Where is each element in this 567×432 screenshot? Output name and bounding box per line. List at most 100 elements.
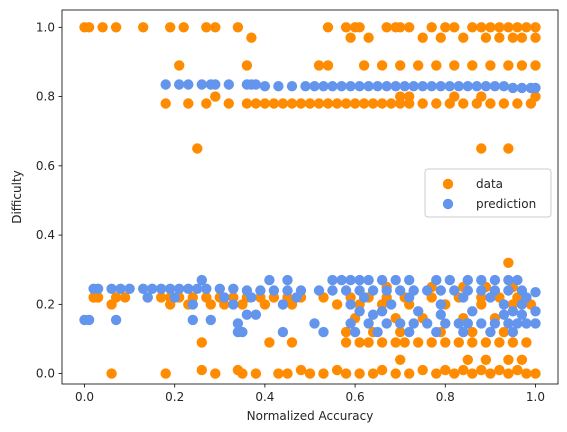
point-data-30 (345, 32, 356, 43)
point-prediction-44 (363, 274, 374, 286)
point-prediction-137 (422, 318, 433, 329)
point-data-27 (521, 22, 532, 33)
point-data-17 (404, 22, 415, 33)
point-data-159 (340, 337, 352, 348)
point-prediction-24 (399, 81, 410, 92)
point-prediction-61 (115, 283, 126, 294)
point-data-96 (503, 257, 514, 268)
legend-marker-data (442, 178, 454, 190)
point-data-189 (304, 368, 316, 379)
point-prediction-1 (174, 79, 185, 90)
point-data-68 (268, 98, 280, 109)
point-prediction-109 (386, 299, 397, 310)
y-tick-label-2: 0.4 (36, 228, 55, 242)
point-prediction-60 (106, 283, 117, 294)
point-data-45 (376, 60, 388, 71)
point-prediction-127 (110, 314, 122, 326)
point-data-160 (354, 337, 365, 348)
point-data-198 (417, 364, 428, 376)
point-prediction-36 (507, 82, 519, 94)
point-data-93 (192, 143, 203, 154)
point-prediction-145 (521, 318, 532, 329)
point-data-203 (467, 368, 478, 379)
x-tick-label-0: 0.0 (75, 390, 94, 404)
point-prediction-92 (503, 285, 514, 296)
point-data-187 (282, 368, 293, 379)
point-data-162 (376, 337, 388, 348)
point-prediction-95 (142, 292, 153, 303)
point-prediction-0 (160, 79, 171, 90)
point-prediction-69 (192, 283, 203, 294)
point-data-38 (516, 32, 528, 43)
point-prediction-62 (124, 283, 135, 294)
point-data-16 (395, 22, 406, 33)
point-prediction-5 (210, 79, 221, 90)
point-data-165 (413, 337, 424, 348)
point-data-194 (367, 368, 379, 379)
point-prediction-90 (476, 285, 487, 296)
point-data-75 (331, 98, 343, 109)
point-data-132 (205, 299, 216, 310)
x-axis-label: Normalized Accuracy (247, 409, 374, 423)
point-data-185 (250, 368, 262, 379)
point-prediction-28 (435, 81, 446, 92)
point-prediction-37 (516, 82, 528, 94)
point-data-82 (395, 98, 406, 109)
point-data-1 (83, 22, 95, 33)
point-data-181 (196, 364, 207, 376)
point-prediction-42 (345, 274, 356, 286)
point-data-32 (417, 32, 428, 43)
point-data-176 (480, 354, 492, 365)
point-data-40 (174, 60, 185, 71)
point-data-23 (485, 22, 496, 33)
point-prediction-30 (453, 81, 464, 92)
point-prediction-56 (264, 274, 275, 286)
y-axis-label: Difficulty (10, 170, 24, 224)
point-prediction-132 (345, 318, 356, 329)
point-prediction-101 (404, 292, 415, 303)
point-prediction-120 (250, 309, 262, 320)
point-data-44 (358, 60, 370, 71)
point-data-51 (485, 60, 496, 71)
point-prediction-110 (435, 299, 446, 310)
point-data-105 (119, 292, 131, 303)
point-prediction-112 (516, 299, 528, 310)
point-data-193 (354, 368, 365, 379)
point-prediction-105 (187, 299, 198, 310)
point-data-197 (404, 368, 415, 379)
point-prediction-135 (395, 318, 406, 329)
point-prediction-87 (435, 285, 446, 296)
point-prediction-19 (354, 81, 365, 92)
point-data-73 (313, 98, 325, 109)
point-data-89 (485, 98, 496, 109)
point-prediction-142 (489, 318, 501, 329)
y-tick-label-0: 0.0 (36, 367, 55, 381)
point-prediction-99 (291, 292, 302, 303)
point-prediction-83 (381, 285, 392, 296)
point-data-22 (476, 22, 487, 33)
point-data-50 (467, 60, 478, 71)
point-data-208 (512, 364, 523, 376)
point-prediction-119 (241, 309, 253, 320)
point-data-19 (440, 22, 451, 33)
point-data-7 (201, 22, 212, 33)
point-prediction-78 (313, 285, 325, 296)
point-prediction-94 (530, 287, 541, 298)
point-prediction-13 (300, 81, 311, 92)
x-tick-label-1: 0.2 (165, 390, 184, 404)
point-prediction-140 (462, 318, 473, 329)
point-data-154 (467, 326, 478, 338)
point-data-95 (503, 143, 514, 154)
point-prediction-27 (426, 81, 437, 92)
point-data-204 (476, 364, 487, 376)
point-prediction-117 (507, 306, 519, 317)
point-data-14 (381, 22, 392, 33)
point-data-174 (395, 354, 406, 365)
point-data-42 (313, 60, 325, 71)
point-prediction-15 (318, 81, 329, 92)
point-data-72 (304, 98, 316, 109)
point-data-150 (340, 326, 352, 338)
point-data-202 (458, 364, 469, 376)
point-data-71 (295, 98, 307, 109)
